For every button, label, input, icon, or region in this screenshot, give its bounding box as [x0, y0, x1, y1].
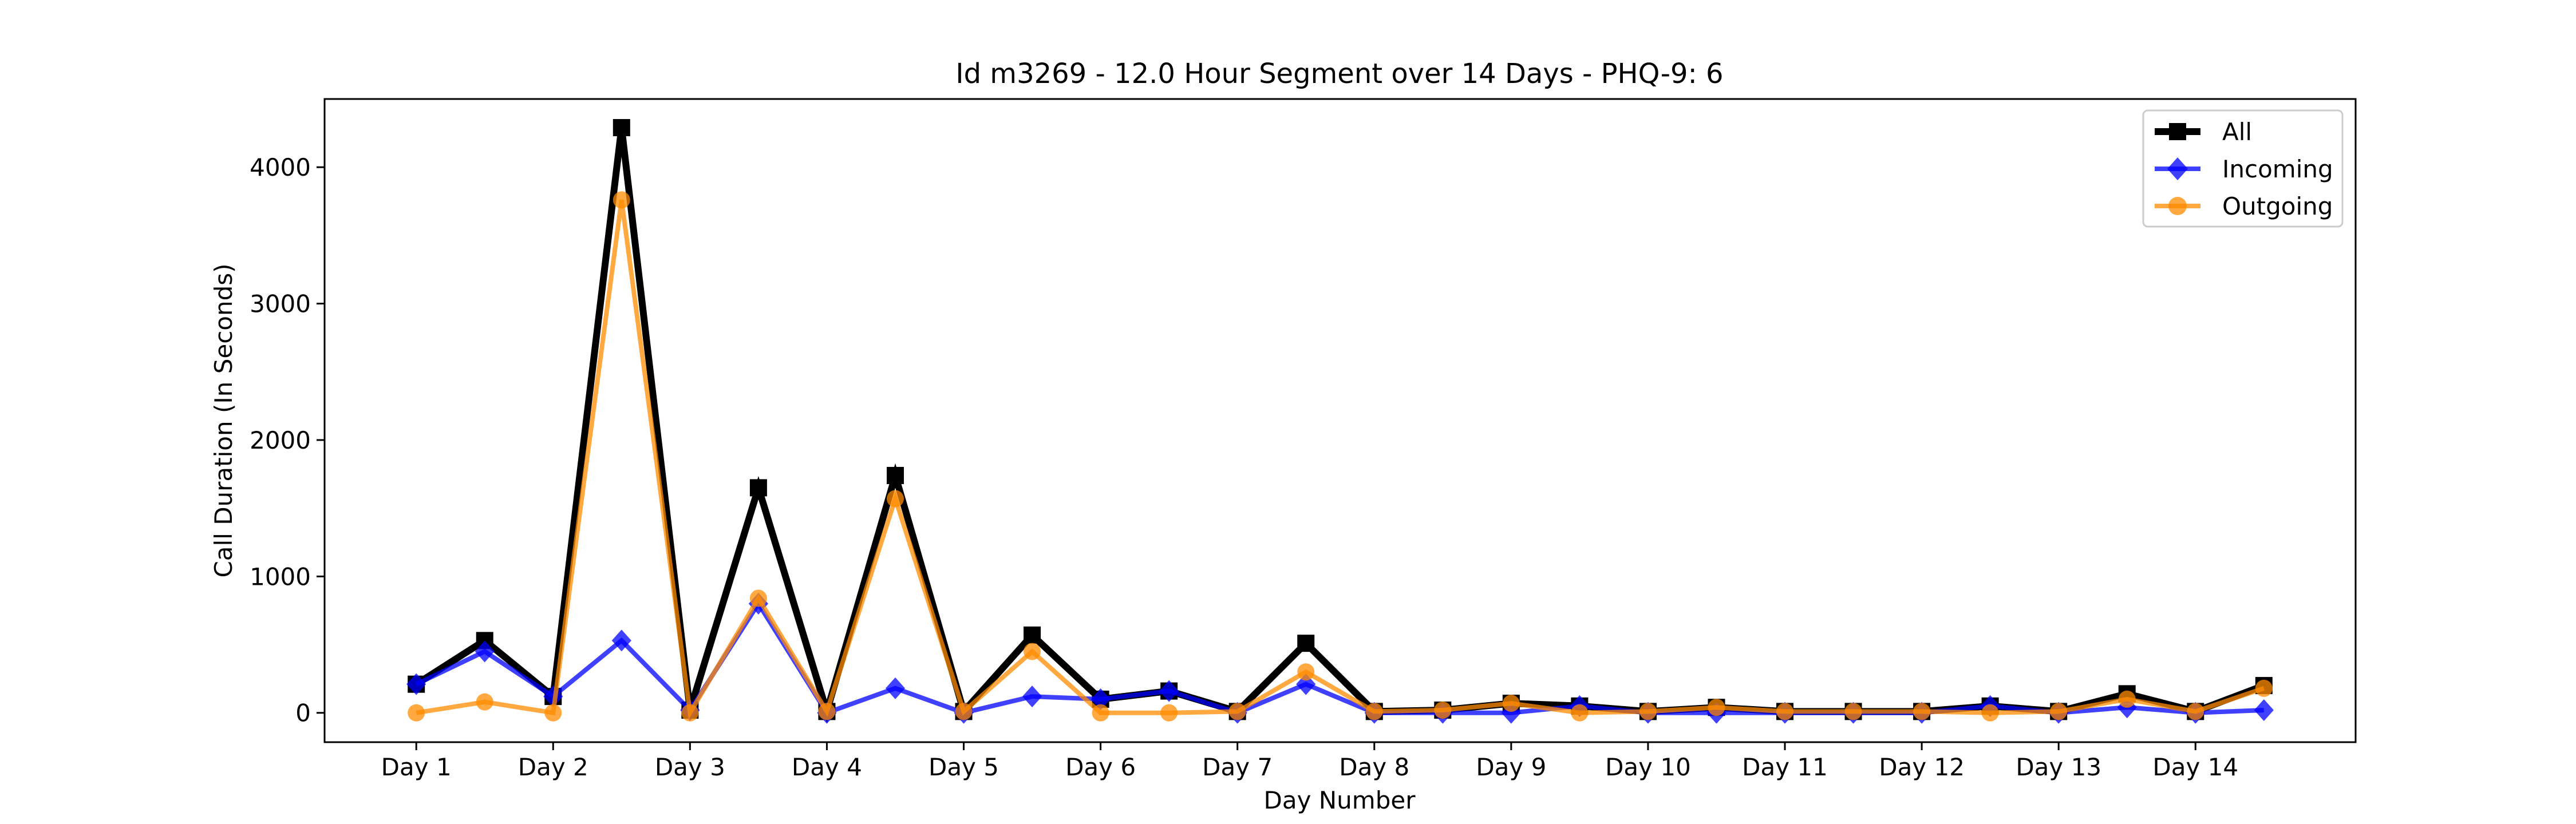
data-point-outgoing — [2050, 703, 2068, 720]
legend-frame — [2142, 109, 2344, 228]
data-point-outgoing — [1981, 704, 1999, 722]
data-point-outgoing — [681, 704, 699, 722]
legend: All Incoming Outgoing — [2142, 109, 2344, 228]
y-tick-label: 1000 — [250, 562, 311, 591]
data-point-incoming — [1091, 688, 1111, 710]
x-tick-label: Day 12 — [1879, 753, 1965, 781]
legend-entry-all: All — [2155, 118, 2252, 146]
data-point-outgoing — [1639, 703, 1657, 720]
plot-area-frame — [323, 98, 2357, 743]
x-axis-label: Day Number — [1263, 786, 1416, 814]
x-tick-label: Day 10 — [1605, 753, 1691, 781]
data-point-outgoing — [476, 693, 493, 711]
x-tick-label: Day 3 — [655, 753, 725, 781]
data-point-all — [886, 466, 904, 484]
data-point-outgoing — [2118, 690, 2136, 708]
y-tick-label: 0 — [295, 699, 311, 727]
data-point-outgoing — [1160, 704, 1178, 722]
x-tick-label: Day 6 — [1065, 753, 1136, 781]
data-point-outgoing — [1776, 703, 1794, 720]
legend-marker-circle — [2168, 197, 2187, 215]
legend-entry-outgoing: Outgoing — [2155, 192, 2333, 220]
legend-label-outgoing: Outgoing — [2222, 192, 2333, 220]
x-tick-label: Day 7 — [1202, 753, 1273, 781]
data-point-incoming — [406, 673, 426, 695]
x-tick-label: Day 9 — [1476, 753, 1546, 781]
data-point-outgoing — [2255, 679, 2273, 697]
data-point-outgoing — [1297, 663, 1315, 681]
legend-label-all: All — [2222, 118, 2252, 146]
x-tick-label: Day 4 — [792, 753, 862, 781]
data-point-outgoing — [613, 191, 630, 209]
legend-marker-square — [2169, 123, 2186, 140]
data-point-incoming — [611, 629, 631, 652]
x-tick-label: Day 8 — [1339, 753, 1409, 781]
data-point-outgoing — [1228, 703, 1246, 720]
data-point-outgoing — [1502, 695, 1520, 712]
data-point-outgoing — [818, 703, 836, 720]
legend-marker-diamond — [2167, 157, 2188, 180]
x-tick-label: Day 5 — [929, 753, 999, 781]
data-point-outgoing — [1365, 703, 1383, 720]
data-point-outgoing — [955, 703, 973, 720]
data-point-outgoing — [1708, 699, 1725, 716]
data-point-outgoing — [886, 490, 904, 508]
y-axis-label: Call Duration (In Seconds) — [210, 263, 238, 577]
chart-title: Id m3269 - 12.0 Hour Segment over 14 Day… — [955, 58, 1723, 90]
x-tick-label: Day 14 — [2152, 753, 2238, 781]
y-axis: 0 1000 2000 3000 4000 — [250, 153, 325, 727]
data-point-outgoing — [749, 589, 767, 607]
y-tick-label: 4000 — [250, 153, 311, 181]
y-tick-label: 3000 — [250, 290, 311, 318]
data-point-all — [1024, 626, 1041, 644]
data-point-incoming — [1022, 686, 1042, 708]
data-point-outgoing — [1844, 703, 1862, 720]
data-point-outgoing — [1571, 704, 1589, 722]
data-point-outgoing — [1913, 703, 1931, 720]
legend-entry-incoming: Incoming — [2155, 155, 2333, 183]
x-axis: Day 1 Day 2 Day 3 Day 4 Day 5 Day 6 Day 7 Day 8… — [381, 742, 2238, 781]
data-point-outgoing — [544, 704, 562, 722]
data-point-incoming — [1159, 680, 1179, 702]
data-point-outgoing — [2187, 703, 2204, 720]
data-point-outgoing — [1024, 643, 1041, 660]
x-tick-label: Day 13 — [2016, 753, 2101, 781]
data-point-incoming — [2254, 699, 2274, 721]
data-point-all — [749, 479, 767, 497]
data-point-all — [1297, 635, 1315, 652]
series-outgoing — [408, 191, 2273, 722]
legend-label-incoming: Incoming — [2222, 155, 2333, 183]
data-point-all — [613, 119, 630, 137]
x-tick-label: Day 1 — [381, 753, 452, 781]
data-point-incoming — [475, 640, 495, 663]
data-point-outgoing — [1434, 701, 1452, 719]
x-tick-label: Day 11 — [1742, 753, 1828, 781]
series-layer — [406, 119, 2274, 724]
data-point-outgoing — [1092, 704, 1109, 722]
y-tick-label: 2000 — [250, 426, 311, 454]
x-tick-label: Day 2 — [518, 753, 588, 781]
data-point-incoming — [885, 677, 906, 699]
data-point-outgoing — [408, 704, 425, 722]
series-line-outgoing — [416, 199, 2265, 720]
